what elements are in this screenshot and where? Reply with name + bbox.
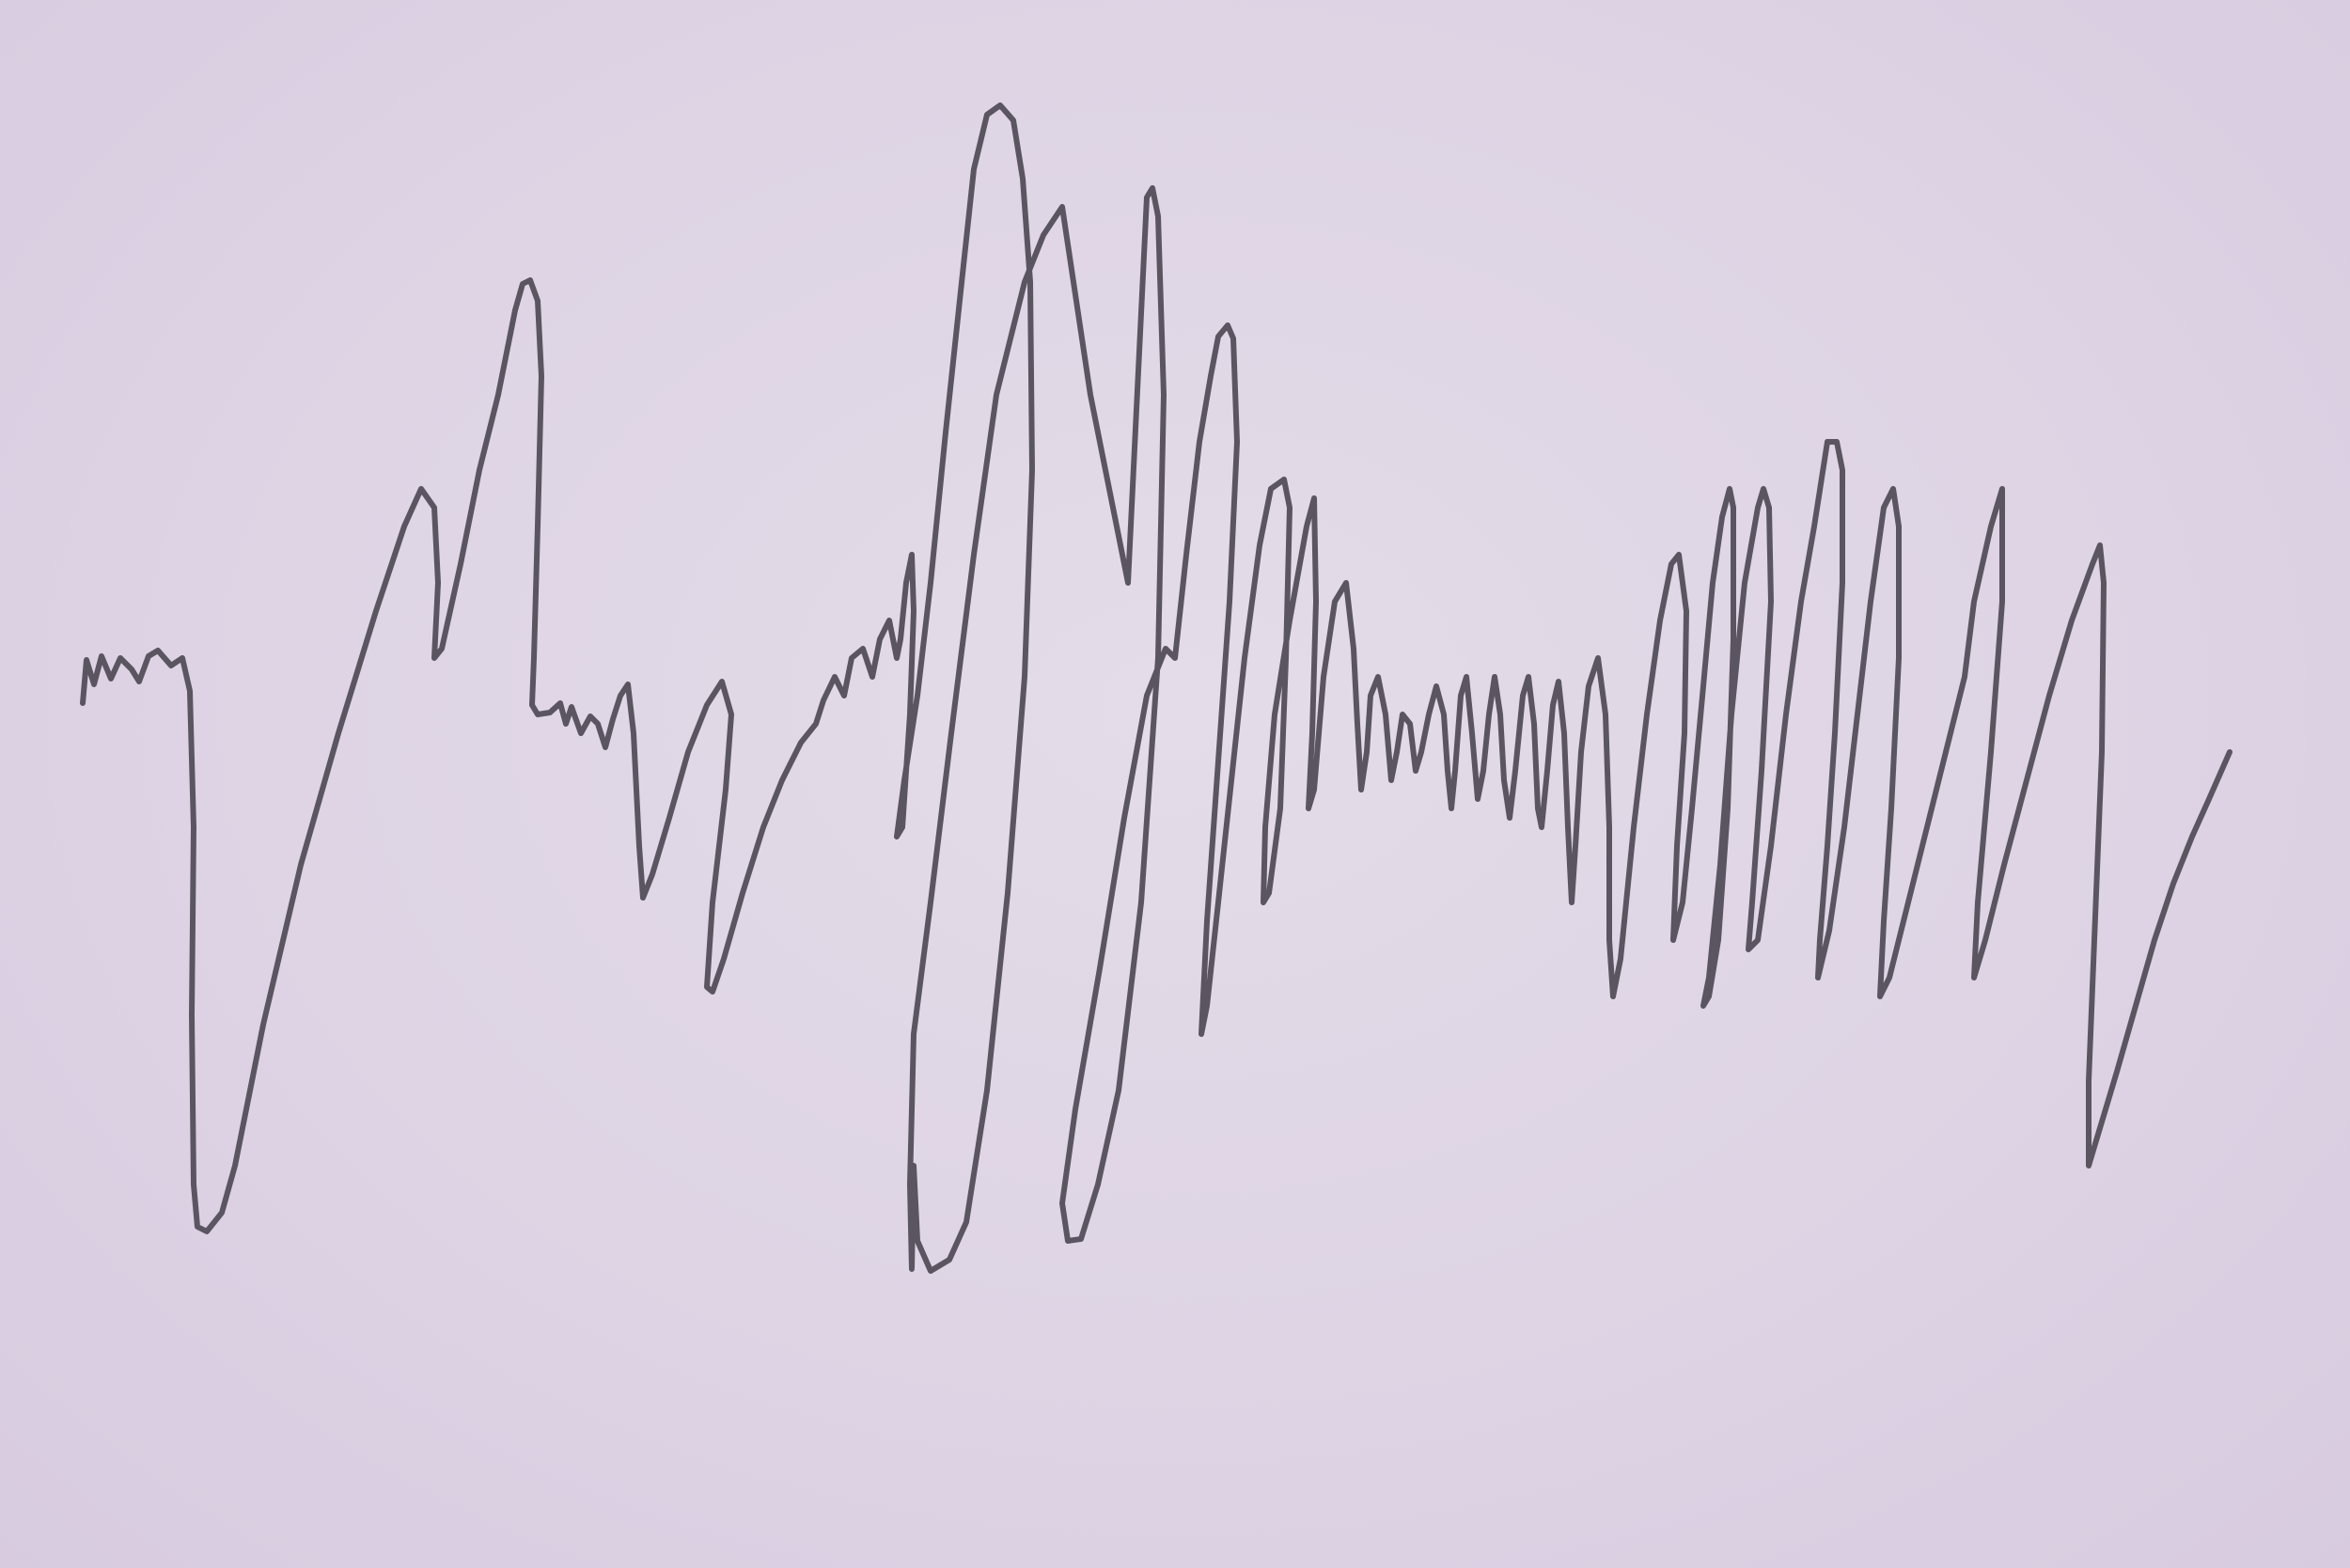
waveform-trace [80, 102, 2232, 1274]
